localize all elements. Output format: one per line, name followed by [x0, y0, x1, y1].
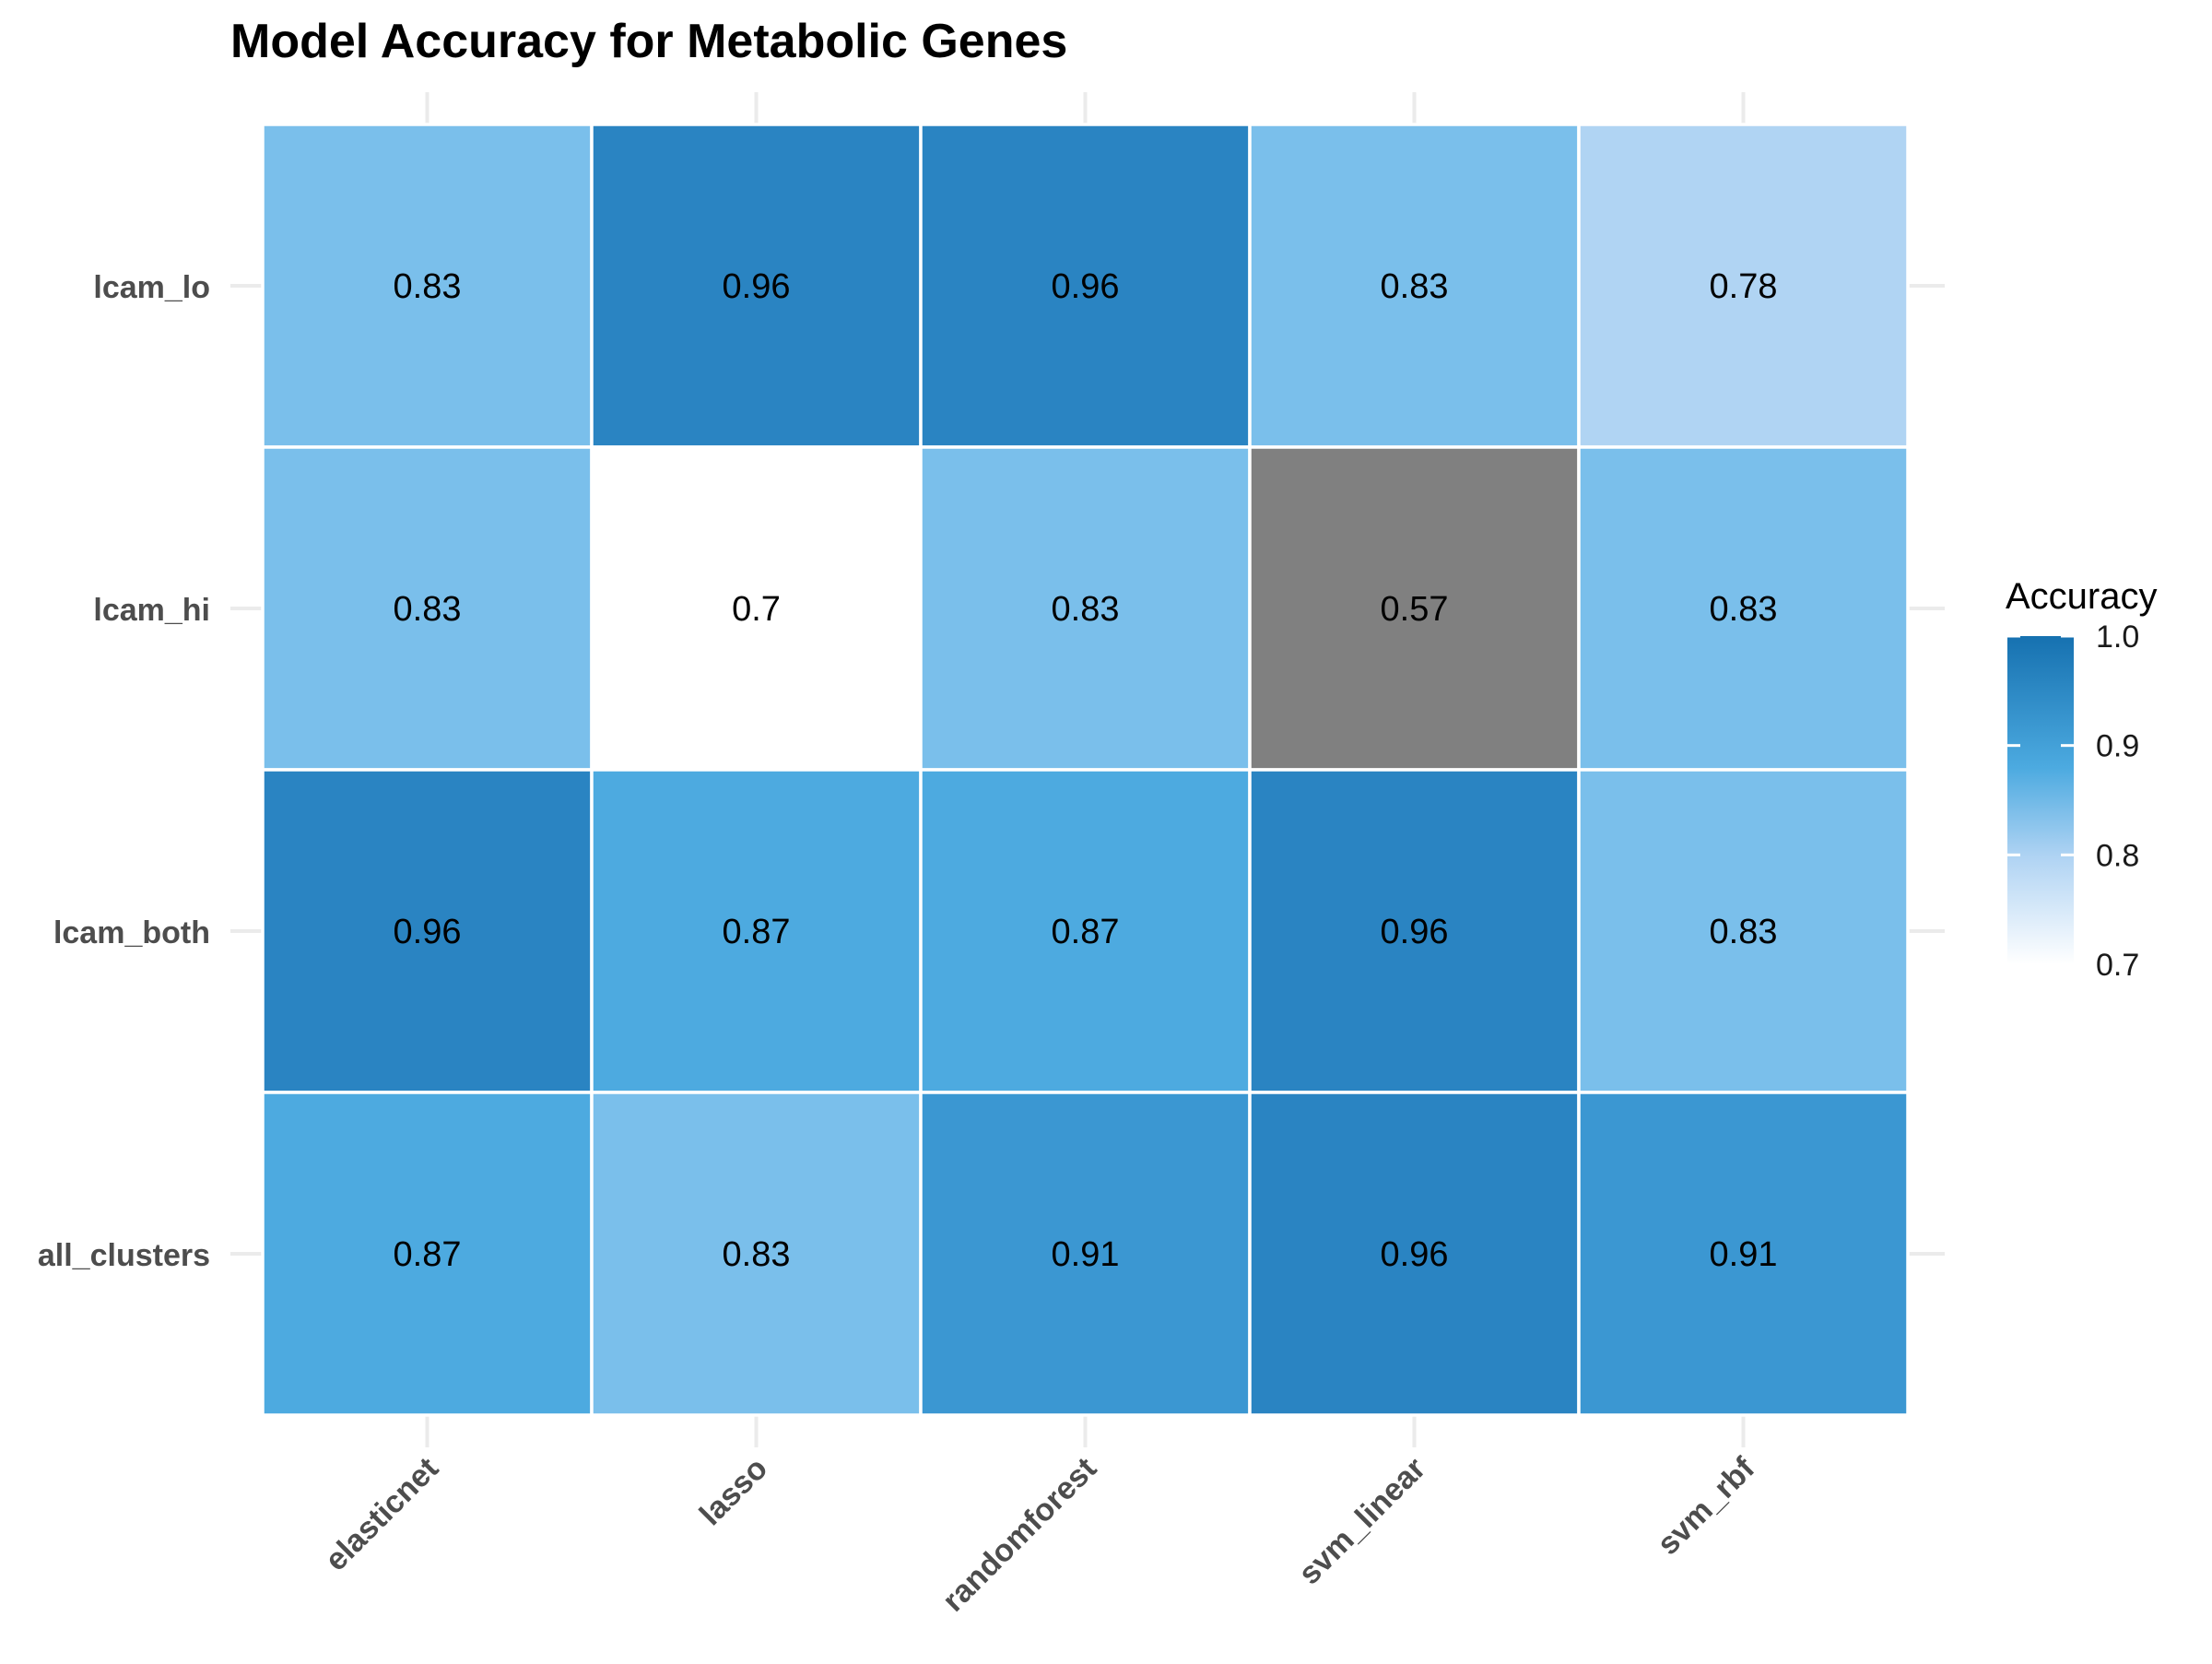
- cell-value-label: 0.87: [1052, 913, 1120, 951]
- heatmap-cells: [261, 123, 1910, 1417]
- y-tick-label: lcam_both: [53, 915, 210, 950]
- heatmap-cell: [1577, 768, 1910, 1094]
- legend-tick-label: 0.7: [2096, 948, 2139, 983]
- heatmap-cell: [261, 445, 594, 772]
- heatmap-cell: [1248, 1091, 1581, 1417]
- legend-tick-label: 0.9: [2096, 729, 2139, 764]
- heatmap-cell: [261, 768, 594, 1094]
- cell-value-label: 0.83: [1052, 590, 1120, 629]
- cell-value-label: 0.83: [1710, 590, 1778, 629]
- y-tick-label: all_clusters: [38, 1238, 210, 1273]
- y-tick-label: lcam_hi: [93, 593, 210, 628]
- cell-value-labels: 0.83 0.96 0.96 0.83 0.78 0.83 0.7 0.83 0.57 0.83 0…: [394, 267, 1778, 1274]
- cell-value-label: 0.96: [723, 267, 791, 306]
- cell-value-label: 0.83: [723, 1235, 791, 1274]
- cell-value-label: 0.96: [1052, 267, 1120, 306]
- cell-value-label: 0.57: [1381, 590, 1449, 629]
- heatmap-cell: [919, 445, 1252, 772]
- color-legend: Accuracy 1.0 0.9 0.8 0.7: [2006, 576, 2158, 983]
- cell-value-label: 0.91: [1052, 1235, 1120, 1274]
- cell-value-label: 0.96: [394, 913, 462, 951]
- cell-value-label: 0.96: [1381, 913, 1449, 951]
- heatmap-cell: [1577, 1091, 1910, 1417]
- heatmap-cell: [919, 768, 1252, 1094]
- cell-value-label: 0.83: [1710, 913, 1778, 951]
- cell-value-label: 0.78: [1710, 267, 1778, 306]
- heatmap-cell: [261, 1091, 594, 1417]
- x-tick-label: lasso: [693, 1451, 774, 1532]
- heatmap-cell: [590, 1091, 923, 1417]
- x-tick-label: elasticnet: [318, 1451, 445, 1578]
- chart-title: Model Accuracy for Metabolic Genes: [230, 15, 1067, 68]
- x-tick-label: svm_linear: [1292, 1451, 1433, 1592]
- y-tick-label: lcam_lo: [93, 270, 210, 305]
- heatmap-cell: [1248, 768, 1581, 1094]
- cell-value-label: 0.91: [1710, 1235, 1778, 1274]
- x-axis: elasticnet lasso randomforest svm_linear svm…: [318, 1450, 1761, 1618]
- y-axis: lcam_lo lcam_hi lcam_both all_clusters: [38, 270, 210, 1273]
- legend-colorbar: [2007, 636, 2074, 964]
- x-tick-label: randomforest: [935, 1451, 1103, 1619]
- cell-value-label: 0.83: [394, 590, 462, 629]
- legend-tick-label: 1.0: [2096, 620, 2139, 655]
- cell-value-label: 0.87: [723, 913, 791, 951]
- heatmap-cell: [919, 1091, 1252, 1417]
- cell-value-label: 0.87: [394, 1235, 462, 1274]
- heatmap-cell: [1248, 445, 1581, 772]
- cell-value-label: 0.83: [394, 267, 462, 306]
- legend-title: Accuracy: [2006, 576, 2158, 617]
- heatmap-cell: [1577, 445, 1910, 772]
- legend-ticks: 1.0 0.9 0.8 0.7: [2007, 620, 2139, 983]
- x-tick-label: svm_rbf: [1651, 1450, 1762, 1562]
- heatmap-cell: [590, 445, 923, 772]
- legend-tick-label: 0.8: [2096, 838, 2139, 873]
- cell-value-label: 0.83: [1381, 267, 1449, 306]
- cell-value-label: 0.96: [1381, 1235, 1449, 1274]
- cell-value-label: 0.7: [732, 590, 781, 629]
